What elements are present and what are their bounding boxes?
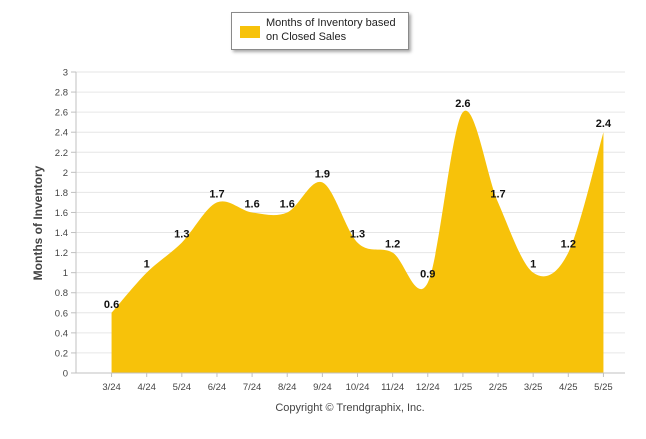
data-label: 1.2 bbox=[385, 239, 400, 251]
y-tick-label: 0.2 bbox=[55, 348, 68, 359]
data-label: 1.7 bbox=[490, 188, 505, 200]
x-tick-label: 9/24 bbox=[313, 382, 332, 393]
y-tick-label: 0.8 bbox=[55, 288, 68, 299]
y-tick-label: 1.2 bbox=[55, 248, 68, 259]
data-label: 2.4 bbox=[596, 118, 612, 130]
y-tick-label: 2 bbox=[63, 168, 68, 179]
y-tick-label: 2.8 bbox=[55, 88, 68, 99]
y-tick-label: 1.6 bbox=[55, 208, 68, 219]
x-tick-label: 4/24 bbox=[137, 382, 156, 393]
x-tick-label: 5/24 bbox=[173, 382, 192, 393]
x-tick-label: 10/24 bbox=[346, 382, 370, 393]
x-tick-label: 4/25 bbox=[559, 382, 578, 393]
y-tick-label: 2.2 bbox=[55, 148, 68, 159]
data-label: 1.2 bbox=[561, 239, 576, 251]
legend-label-line-1: Months of Inventory based bbox=[266, 17, 396, 29]
x-tick-label: 3/25 bbox=[524, 382, 543, 393]
y-tick-label: 0 bbox=[63, 369, 68, 380]
data-label: 1.9 bbox=[315, 168, 330, 180]
y-tick-label: 2.6 bbox=[55, 108, 68, 119]
x-tick-label: 12/24 bbox=[416, 382, 440, 393]
y-tick-labels: 0 0.2 0.4 0.6 0.8 1 1.2 1.4 1.6 1.8 2 2.2 2.4 2.6 2.8 3 bbox=[55, 68, 68, 380]
x-tick-label: 5/25 bbox=[594, 382, 613, 393]
legend-label: Months of Inventory based on Closed Sale… bbox=[266, 16, 406, 44]
data-label: 1.6 bbox=[280, 198, 295, 210]
x-tick-label: 7/24 bbox=[243, 382, 262, 393]
x-tick-label: 1/25 bbox=[454, 382, 473, 393]
y-tick-label: 3 bbox=[63, 68, 68, 79]
data-label: 0.6 bbox=[104, 299, 119, 311]
area-series bbox=[111, 110, 604, 373]
axes bbox=[75, 72, 625, 377]
area-fill bbox=[111, 110, 604, 373]
y-tick-label: 1 bbox=[63, 268, 68, 279]
x-tick-label: 8/24 bbox=[278, 382, 297, 393]
copyright-credit: Copyright © Trendgraphix, Inc. bbox=[275, 402, 425, 414]
y-tick-label: 1.4 bbox=[55, 228, 68, 239]
y-axis-label: Months of Inventory bbox=[31, 165, 45, 280]
data-label: 0.9 bbox=[420, 269, 435, 281]
x-tick-label: 6/24 bbox=[208, 382, 227, 393]
data-label: 1.3 bbox=[174, 229, 189, 241]
y-tick-label: 2.4 bbox=[55, 128, 68, 139]
y-tick-label: 0.4 bbox=[55, 328, 68, 339]
data-labels: 0.6 1 1.3 1.7 1.6 1.6 1.9 1.3 1.2 0.9 2.6 1.7 1 1.2 2.… bbox=[104, 98, 612, 311]
legend-swatch bbox=[240, 26, 260, 38]
data-label: 1.6 bbox=[244, 198, 259, 210]
data-label: 1.7 bbox=[209, 188, 224, 200]
x-tick-label: 2/25 bbox=[489, 382, 508, 393]
x-tick-label: 11/24 bbox=[381, 382, 404, 393]
data-label: 1 bbox=[530, 259, 536, 271]
legend: Months of Inventory based on Closed Sale… bbox=[231, 12, 409, 50]
data-label: 2.6 bbox=[455, 98, 470, 110]
data-label: 1.3 bbox=[350, 229, 365, 241]
x-tick-labels: 3/24 4/24 5/24 6/24 7/24 8/24 9/24 10/24 11/24 12… bbox=[102, 382, 612, 393]
y-tick-label: 0.6 bbox=[55, 308, 68, 319]
x-tick-label: 3/24 bbox=[102, 382, 121, 393]
legend-label-line-2: on Closed Sales bbox=[266, 31, 347, 43]
y-tick-label: 1.8 bbox=[55, 188, 68, 199]
data-label: 1 bbox=[144, 259, 150, 271]
